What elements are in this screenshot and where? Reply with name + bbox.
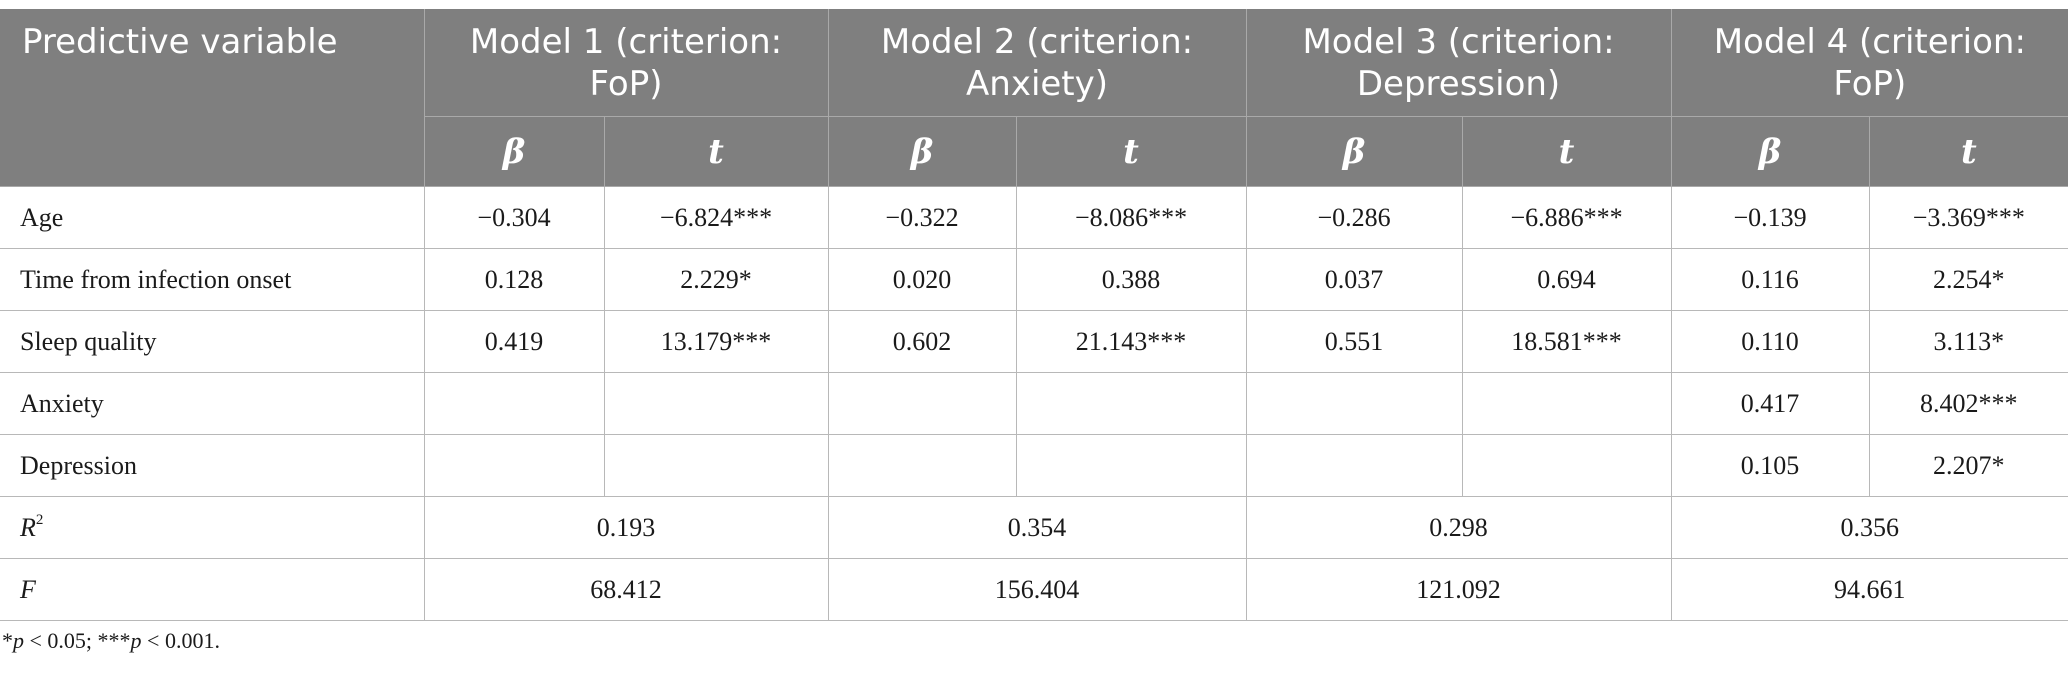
header-beta: β [828, 116, 1017, 187]
table-footnote: *p < 0.05; ***p < 0.001. [2, 628, 220, 654]
table-cell [1461, 372, 1672, 435]
table-cell: 18.581*** [1461, 310, 1672, 373]
table-cell [423, 372, 605, 435]
row-label: Time from infection onset [0, 248, 425, 311]
table-cell: 0.551 [1245, 310, 1463, 373]
table-cell: 0.694 [1461, 248, 1672, 311]
table-row-age: Age −0.304 −6.824*** −0.322 −8.086*** −0… [0, 186, 2068, 249]
header-model-3: Model 3 (criterion: Depression) [1246, 9, 1672, 117]
table-cell: −0.139 [1670, 186, 1870, 249]
table-row-sleep-quality: Sleep quality 0.419 13.179*** 0.602 21.1… [0, 310, 2068, 373]
table-cell: 2.229* [603, 248, 829, 311]
row-label-r-squared: R2 [0, 496, 425, 559]
header-model-4: Model 4 (criterion: FoP) [1671, 9, 2068, 117]
footnote-text: < 0.001. [141, 628, 220, 653]
header-model-1: Model 1 (criterion: FoP) [424, 9, 829, 117]
table-cell: 0.116 [1670, 248, 1870, 311]
regression-table: Predictive variable Model 1 (criterion: … [0, 9, 2068, 621]
table-cell: 21.143*** [1015, 310, 1247, 373]
table-cell: 8.402*** [1868, 372, 2068, 435]
table-cell: 0.602 [827, 310, 1017, 373]
header-t: t [1869, 116, 2068, 187]
table-row-time-from-infection: Time from infection onset 0.128 2.229* 0… [0, 248, 2068, 311]
header-model-2: Model 2 (criterion: Anxiety) [828, 9, 1247, 117]
table-cell: 0.193 [423, 496, 829, 559]
header-row-models: Predictive variable Model 1 (criterion: … [0, 9, 2068, 187]
table-row-depression: Depression 0.105 2.207* [0, 434, 2068, 497]
table-cell: −0.286 [1245, 186, 1463, 249]
table-row-f: F 68.412 156.404 121.092 94.661 [0, 558, 2068, 621]
table-cell [1245, 434, 1463, 497]
table-cell: −3.369*** [1868, 186, 2068, 249]
table-cell: 0.419 [423, 310, 605, 373]
table-cell: 0.105 [1670, 434, 1870, 497]
table-row-anxiety: Anxiety 0.417 8.402*** [0, 372, 2068, 435]
table-cell [827, 372, 1017, 435]
r-superscript: 2 [35, 512, 44, 528]
row-label-f: F [0, 558, 425, 621]
table-cell [423, 434, 605, 497]
table-cell: 2.254* [1868, 248, 2068, 311]
table-cell: 13.179*** [603, 310, 829, 373]
header-t: t [1016, 116, 1247, 187]
table-cell [1245, 372, 1463, 435]
table-cell: −0.304 [423, 186, 605, 249]
table-cell [827, 434, 1017, 497]
table-cell: 0.037 [1245, 248, 1463, 311]
table-cell: −6.886*** [1461, 186, 1672, 249]
footnote-text: < 0.05; *** [24, 628, 131, 653]
table-cell: 0.388 [1015, 248, 1247, 311]
table-cell: −0.322 [827, 186, 1017, 249]
row-label: Age [0, 186, 425, 249]
f-symbol: F [20, 574, 36, 604]
table-cell [1015, 372, 1247, 435]
table-cell: −6.824*** [603, 186, 829, 249]
table-cell: 3.113* [1868, 310, 2068, 373]
table-cell: 94.661 [1670, 558, 2068, 621]
header-t: t [604, 116, 829, 187]
table-cell [1015, 434, 1247, 497]
table-cell: 156.404 [827, 558, 1247, 621]
header-t: t [1462, 116, 1672, 187]
table-cell: 2.207* [1868, 434, 2068, 497]
header-beta: β [424, 116, 605, 187]
table-row-r-squared: R2 0.193 0.354 0.298 0.356 [0, 496, 2068, 559]
footnote-text: * [2, 628, 13, 653]
table-cell: 0.354 [827, 496, 1247, 559]
header-beta: β [1246, 116, 1463, 187]
row-label: Anxiety [0, 372, 425, 435]
table-cell: 68.412 [423, 558, 829, 621]
table-cell [603, 372, 829, 435]
header-row-stats: β t β t β t β t [0, 116, 2068, 187]
table-cell: 0.110 [1670, 310, 1870, 373]
regression-table-container: Predictive variable Model 1 (criterion: … [0, 9, 2068, 621]
footnote-p-symbol: p [13, 628, 24, 653]
row-label: Sleep quality [0, 310, 425, 373]
footnote-p-symbol: p [130, 628, 142, 653]
header-predictive-variable: Predictive variable [0, 9, 425, 187]
table-cell [603, 434, 829, 497]
table-cell: 121.092 [1245, 558, 1672, 621]
header-beta: β [1671, 116, 1870, 187]
table-cell: 0.298 [1245, 496, 1672, 559]
table-cell: 0.128 [423, 248, 605, 311]
table-cell: 0.417 [1670, 372, 1870, 435]
r-symbol: R [20, 513, 36, 542]
row-label: Depression [0, 434, 425, 497]
table-cell: −8.086*** [1015, 186, 1247, 249]
table-cell [1461, 434, 1672, 497]
table-cell: 0.356 [1670, 496, 2068, 559]
table-cell: 0.020 [827, 248, 1017, 311]
